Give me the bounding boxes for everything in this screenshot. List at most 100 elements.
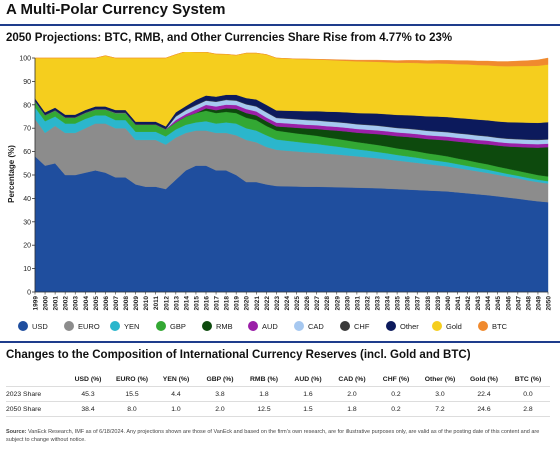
x-tick-label: 2023: [274, 296, 281, 311]
y-tick-label: 80: [23, 102, 31, 109]
table-cell: 2.0: [330, 386, 374, 402]
y-tick-label: 100: [19, 56, 31, 63]
x-tick-label: 2022: [264, 296, 271, 311]
legend-item-other: Other: [386, 321, 419, 331]
x-axis: 1999 2000 2001 2002 2003 2004 2005 2006 2007 2008…: [33, 291, 553, 311]
legend-label: AUD: [262, 321, 278, 331]
table-cell: 0.2: [374, 386, 418, 402]
x-tick-label: 1999: [33, 296, 40, 311]
x-tick-label: 2036: [405, 296, 412, 311]
x-tick-label: 2002: [63, 296, 70, 311]
y-tick-label: 70: [23, 126, 31, 133]
table-header-cell: RMB (%): [242, 372, 286, 387]
x-tick-label: 2025: [294, 296, 301, 311]
legend-item-yen: YEN: [110, 321, 139, 331]
x-tick-label: 2006: [103, 296, 110, 311]
table-cell: 38.4: [66, 401, 110, 417]
legend-label: CHF: [354, 321, 370, 331]
x-tick-label: 2017: [214, 296, 221, 311]
table-header-cell: CAD (%): [330, 372, 374, 387]
x-tick-label: 2019: [234, 296, 241, 311]
x-tick-label: 2015: [193, 296, 200, 311]
legend-label: YEN: [124, 321, 140, 331]
legend-swatch: [64, 321, 74, 331]
x-tick-label: 2038: [425, 296, 432, 311]
x-tick-label: 2046: [505, 296, 512, 311]
legend-item-aud: AUD: [248, 321, 278, 331]
table-title: Changes to the Composition of Internatio…: [6, 349, 471, 361]
table-cell: 15.5: [110, 386, 154, 402]
legend-label: Gold: [446, 321, 462, 331]
table-cell: 1.0: [154, 401, 198, 417]
legend-swatch: [478, 321, 488, 331]
legend-item-euro: EURO: [64, 321, 100, 331]
legend-swatch: [18, 321, 28, 331]
area-series-group: [34, 52, 549, 293]
table-cell: 0.2: [374, 401, 418, 417]
source-label: Source:: [6, 429, 27, 435]
x-tick-label: 2021: [254, 296, 261, 311]
legend-swatch: [156, 321, 166, 331]
legend-item-rmb: RMB: [202, 321, 233, 331]
reserves-table: USD (%) EURO (%) YEN (%) GBP (%) RMB (%) AUD …: [6, 372, 550, 417]
chart-legend: USD EURO YEN GBP RMB AUD CAD CHF Other Gold BTC: [14, 321, 560, 335]
table-cell: 45.3: [66, 386, 110, 402]
table-header-cell: GBP (%): [198, 372, 242, 387]
x-tick-label: 2041: [455, 296, 462, 311]
table-body: 2023 Share 45.3 15.5 4.4 3.8 1.8 1.6 2.0 0.2 3.0 2…: [6, 386, 550, 417]
legend-item-chf: CHF: [340, 321, 369, 331]
legend-label: EURO: [78, 321, 100, 331]
table-row-label: 2050 Share: [6, 401, 66, 417]
legend-item-cad: CAD: [294, 321, 324, 331]
x-tick-label: 2047: [515, 296, 522, 311]
x-tick-label: 2030: [344, 296, 351, 311]
table-cell: 1.8: [330, 401, 374, 417]
y-tick-label: 40: [23, 196, 31, 203]
x-tick-label: 2034: [385, 296, 392, 311]
legend-item-gold: Gold: [432, 321, 462, 331]
source-note: Source: VanEck Research, IMF as of 6/18/…: [6, 428, 552, 444]
table-cell: 12.5: [242, 401, 286, 417]
y-tick-label: 50: [23, 173, 31, 180]
x-tick-label: 2003: [73, 296, 80, 311]
x-tick-label: 2011: [153, 296, 160, 310]
x-tick-label: 2050: [546, 296, 553, 311]
y-tick-label: 90: [23, 79, 31, 86]
legend-item-usd: USD: [18, 321, 48, 331]
table-row: 2050 Share 38.4 8.0 1.0 2.0 12.5 1.5 1.8 0.2 7.2 2…: [6, 401, 550, 417]
x-tick-label: 2016: [204, 296, 211, 311]
x-tick-label: 2045: [495, 296, 502, 311]
legend-swatch: [248, 321, 258, 331]
table-cell: 4.4: [154, 386, 198, 402]
x-tick-label: 2007: [113, 296, 120, 311]
x-tick-label: 2008: [123, 296, 130, 311]
table-header-cell: [6, 372, 66, 387]
x-tick-label: 2009: [133, 296, 140, 311]
table-header-cell: CHF (%): [374, 372, 418, 387]
legend-swatch: [202, 321, 212, 331]
x-tick-label: 2024: [284, 296, 291, 311]
section-rule: [0, 341, 560, 343]
legend-label: RMB: [216, 321, 233, 331]
x-tick-label: 2031: [354, 296, 361, 311]
x-tick-label: 2033: [375, 296, 382, 311]
legend-item-gbp: GBP: [156, 321, 186, 331]
x-tick-label: 2026: [304, 296, 311, 311]
legend-label: GBP: [170, 321, 186, 331]
chart-title: 2050 Projections: BTC, RMB, and Other Cu…: [6, 32, 453, 44]
legend-label: Other: [400, 321, 419, 331]
table-cell: 1.6: [286, 386, 330, 402]
x-tick-label: 2013: [173, 296, 180, 311]
table-cell: 22.4: [462, 386, 506, 402]
header-rule: [0, 24, 560, 26]
x-tick-label: 2010: [143, 296, 150, 311]
x-tick-label: 2048: [525, 296, 532, 311]
x-tick-label: 2012: [163, 296, 170, 311]
x-tick-label: 2044: [485, 296, 492, 311]
table-cell: 8.0: [110, 401, 154, 417]
x-tick-label: 2027: [314, 296, 321, 311]
area-btc: [35, 52, 549, 67]
y-tick-label: 10: [23, 266, 31, 273]
legend-swatch: [294, 321, 304, 331]
x-tick-label: 2000: [43, 296, 50, 311]
